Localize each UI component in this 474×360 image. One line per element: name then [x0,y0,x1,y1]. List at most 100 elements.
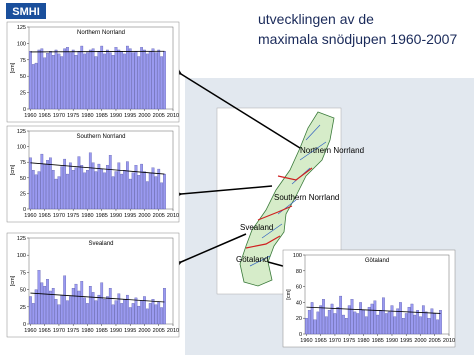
bar [134,51,138,110]
y-tick-label: 0 [23,207,26,213]
bar [51,170,55,210]
bar [404,313,408,335]
chart-title: Northern Norrland [77,30,125,36]
bar [60,56,64,110]
x-tick-label: 2005 [153,113,165,119]
bar [86,52,89,110]
bar [63,158,67,210]
x-tick-label: 1975 [67,328,79,334]
bar [100,45,104,110]
x-tick-label: 2000 [138,213,150,219]
bar [419,316,422,335]
bar [97,51,101,110]
x-tick-label: 1995 [124,328,136,334]
bar [77,156,81,210]
x-tick-label: 2005 [153,213,165,219]
bar [66,173,69,210]
bar [40,153,44,210]
bar [100,282,104,325]
y-tick-label: 50 [20,176,26,182]
bar [140,163,143,210]
bar [94,300,98,325]
bar [131,52,135,110]
trend-line [306,306,441,314]
bar [151,48,155,110]
bar [57,53,61,110]
x-tick-label: 1985 [96,213,108,219]
bar [407,306,411,335]
bar [344,318,348,335]
y-tick-label: 100 [17,253,26,259]
bar [154,52,158,110]
bar [367,306,371,335]
bar [88,49,92,110]
bar [37,270,41,325]
x-tick-label: 2010 [167,113,179,119]
bar [108,288,112,325]
bar [29,51,32,110]
bar [163,173,166,210]
bar [305,318,308,335]
bar [364,316,368,335]
bar [54,178,58,210]
x-tick-label: 1980 [81,328,93,334]
x-tick-label: 1970 [53,113,65,119]
x-tick-label: 1965 [315,338,327,344]
bar [51,288,55,325]
bar [157,301,161,325]
bar [88,286,92,325]
bar [316,311,320,335]
x-tick-label: 1990 [110,213,122,219]
bar [114,47,118,110]
x-tick-label: 1960 [24,213,36,219]
bar [80,281,84,325]
bar [157,49,161,110]
bar [439,310,442,335]
bar [71,170,75,210]
x-tick-label: 1995 [400,338,412,344]
x-tick-label: 2000 [138,113,150,119]
bar [43,163,47,210]
bar [143,171,146,210]
bar [111,176,115,210]
bar [430,308,434,335]
chart-title: Southern Norrland [76,134,125,140]
y-tick-label: 80 [296,269,302,275]
bar [97,294,101,325]
bar [157,168,161,210]
y-axis-label: [cm] [10,62,16,73]
bar [94,56,98,110]
bar [421,305,425,335]
bar [333,313,337,335]
bar [427,318,431,335]
x-tick-label: 1960 [300,338,312,344]
bar [143,49,146,110]
bar [128,307,132,325]
bar [376,314,380,335]
bar [51,55,55,110]
bar [106,296,109,325]
bar [370,303,374,335]
bar [154,304,158,325]
bar [160,307,163,325]
bar [103,299,106,325]
x-tick-label: 1970 [53,213,65,219]
bar [68,52,72,110]
bar [88,152,92,210]
slide-title: utvecklingen av de [258,11,374,27]
arrow [172,66,301,149]
bar [34,62,38,110]
x-tick-label: 2010 [167,328,179,334]
x-tick-label: 1990 [110,328,122,334]
y-tick-label: 20 [296,316,302,322]
bar [160,182,163,210]
bar [83,172,86,210]
bar [123,53,126,110]
map-label: Northern Norrland [300,146,364,155]
bar [91,48,95,110]
bar [57,176,61,210]
bar [54,299,58,325]
bar [43,57,47,110]
bar [137,175,141,210]
